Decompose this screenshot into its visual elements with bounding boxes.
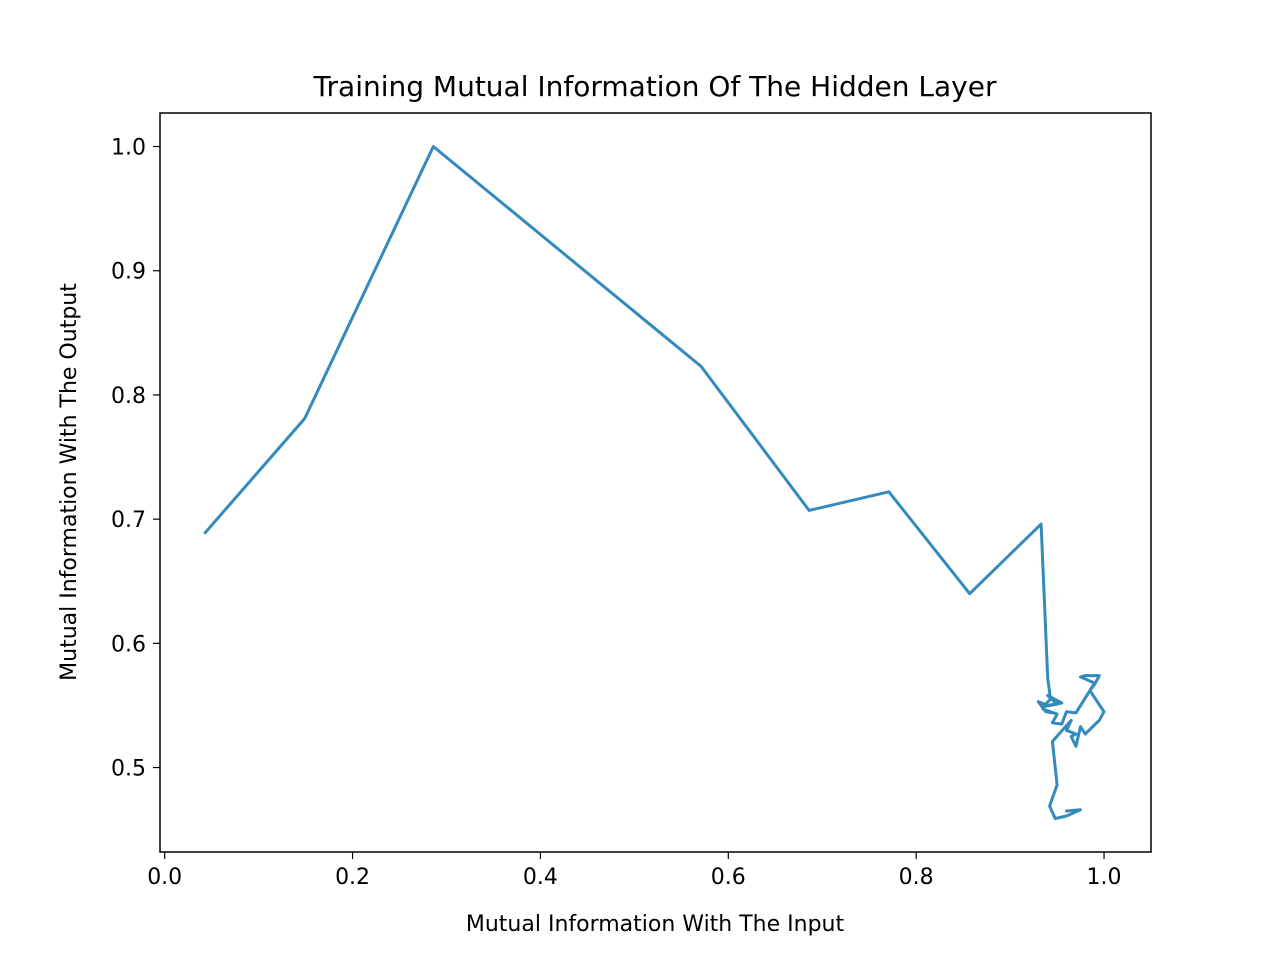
y-tick-label: 0.6 [111,632,146,657]
plot-frame [159,112,1152,853]
x-axis-label: Mutual Information With The Input [466,912,845,937]
y-tick-label: 0.8 [111,384,146,409]
y-axis-label: Mutual Information With The Output [57,283,82,681]
x-tick-label: 0.2 [335,865,370,890]
series-line-0 [203,145,1106,820]
x-tick-label: 0.8 [899,865,934,890]
chart-title: Training Mutual Information Of The Hidde… [313,70,997,103]
x-tick-label: 0.4 [523,865,558,890]
y-tick-label: 0.5 [111,757,146,782]
y-tick-label: 0.9 [111,260,146,285]
y-axis-ticks: 0.5 0.6 0.7 0.8 0.9 1.0 [111,136,160,782]
y-tick-label: 0.7 [111,508,146,533]
plot-area: 0.0 0.2 0.4 0.6 0.8 1.0 0.5 0.6 0.7 0.8 0.9 1.0 [111,112,1152,890]
x-tick-label: 0.0 [147,865,182,890]
x-tick-label: 0.6 [711,865,746,890]
x-axis-ticks: 0.0 0.2 0.4 0.6 0.8 1.0 [147,852,1122,890]
y-tick-label: 1.0 [111,136,146,161]
x-tick-label: 1.0 [1087,865,1122,890]
series-layer [203,145,1106,820]
